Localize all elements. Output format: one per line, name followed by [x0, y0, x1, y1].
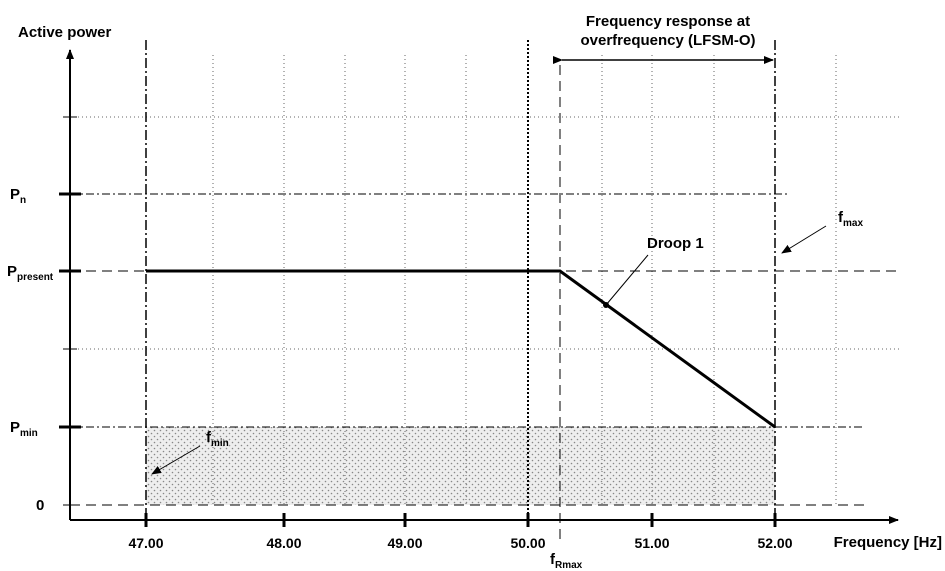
x-tick-label: 50.00: [510, 535, 545, 551]
y-ticks: [59, 116, 81, 506]
x-tick-label: 47.00: [128, 535, 163, 551]
x-tick-label: 51.00: [634, 535, 669, 551]
x-tick-label: 48.00: [266, 535, 301, 551]
frmax-label: fRmax: [550, 551, 583, 571]
power-characteristic-line: [146, 269, 776, 429]
droop-leader: [605, 254, 649, 306]
fmax-label: fmax: [838, 209, 863, 229]
x-tick-label: 52.00: [757, 535, 792, 551]
droop-label: Droop 1: [647, 235, 704, 252]
pmin-label: Pmin: [10, 419, 38, 439]
ppresent-label: Ppresent: [7, 263, 54, 283]
zero-label: 0: [36, 497, 44, 514]
fmax-arrow: [781, 225, 827, 254]
pn-label: Pn: [10, 186, 26, 206]
x-tick-labels: 47.00 48.00 49.00 50.00 51.00 52.00: [128, 535, 792, 551]
x-axis-title: Frequency [Hz]: [834, 534, 942, 551]
x-ticks: [144, 513, 777, 527]
y-axis-title: Active power: [18, 24, 112, 41]
vertical-grid: [212, 55, 837, 505]
x-tick-label: 49.00: [387, 535, 422, 551]
lfsm-o-title-line2: overfrequency (LFSM-O): [580, 32, 755, 49]
pmin-shaded-region: [146, 427, 775, 505]
lfsm-o-title-line1: Frequency response at: [586, 13, 750, 30]
fmin-arrow: [151, 445, 201, 475]
fmin-label: fmin: [206, 429, 229, 449]
